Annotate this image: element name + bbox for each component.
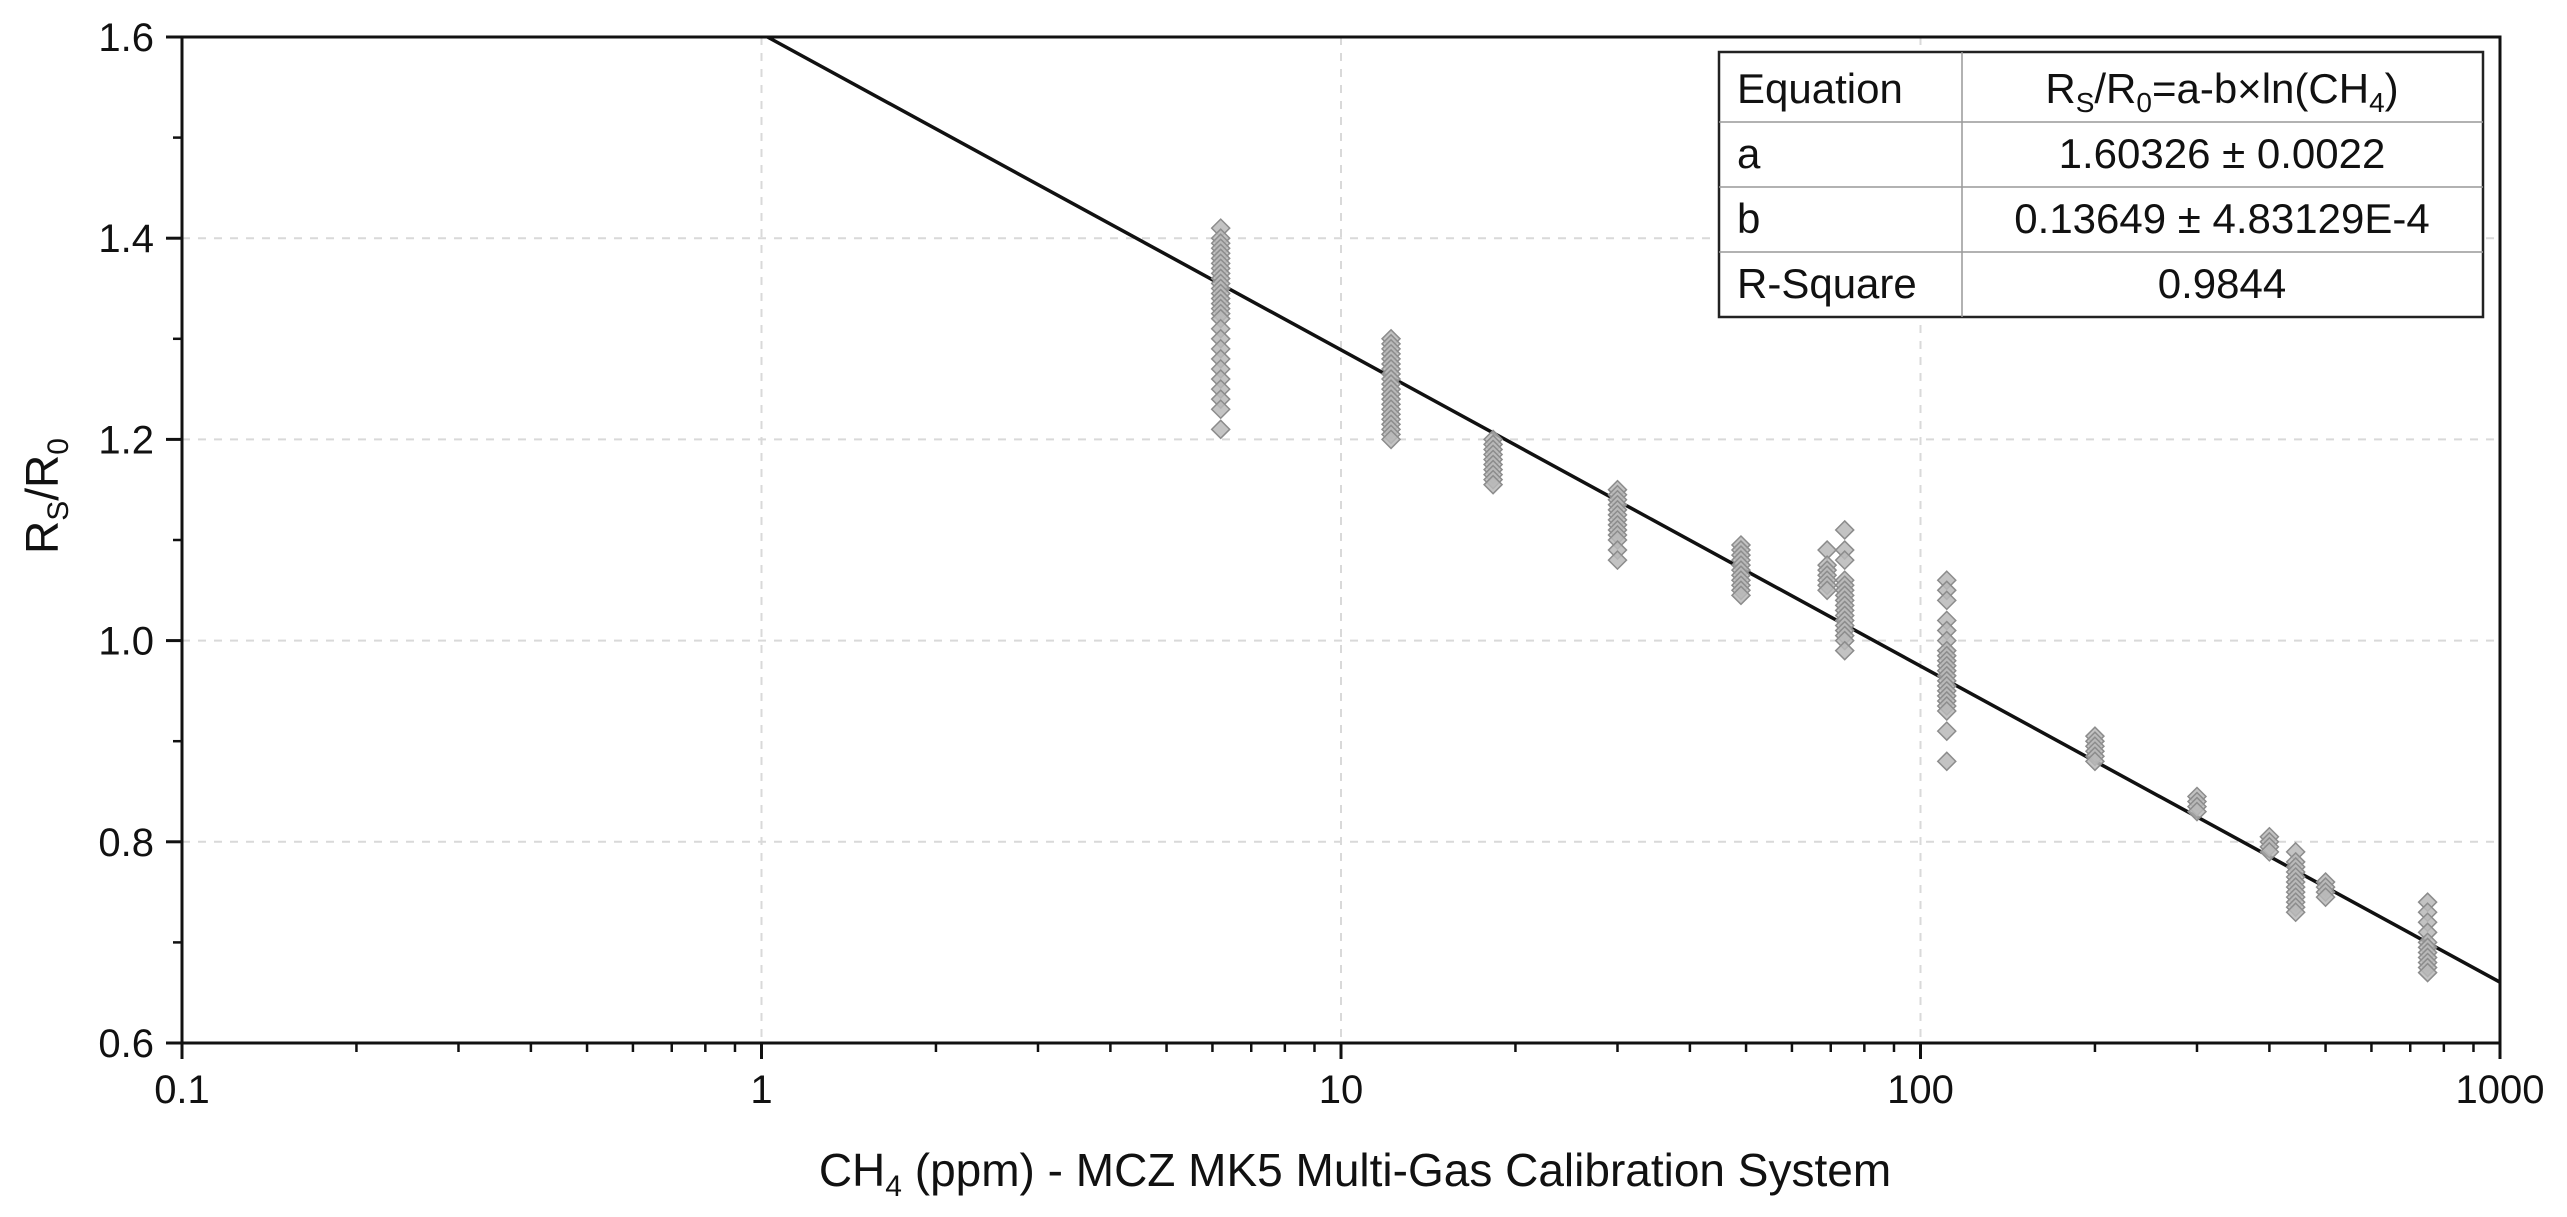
legend-param-name: R-Square — [1737, 260, 1917, 307]
y-axis-title: RS/R0 — [16, 438, 75, 554]
series-group — [2186, 786, 2208, 822]
data-point — [2315, 887, 2336, 908]
series-group — [1817, 539, 1838, 601]
fit-legend-table: Equation RS/R0=a-b×ln(CH4) a 1.60326 ± 0… — [1717, 50, 2485, 319]
x-tick-label: 10 — [1319, 1068, 1364, 1112]
data-point — [1210, 399, 1231, 420]
eq-sub-0: 0 — [2136, 87, 2152, 118]
data-point — [1834, 550, 1855, 571]
x-axis-title: CH4 (ppm) - MCZ MK5 Multi-Gas Calibratio… — [819, 1144, 1891, 1203]
eq-close: ) — [2385, 65, 2399, 112]
data-point — [2259, 841, 2280, 862]
data-point — [1834, 640, 1855, 661]
data-point — [1730, 585, 1752, 606]
data-point — [1936, 700, 1957, 722]
y-tick-label: 0.8 — [98, 821, 154, 865]
series-group — [2084, 726, 2106, 772]
y-title-r: R — [16, 521, 68, 554]
eq-sub-s: S — [2076, 87, 2095, 118]
eq-slash: /R — [2094, 65, 2136, 112]
series-group — [1483, 429, 1504, 495]
data-point — [1380, 429, 1402, 450]
y-tick-label: 0.6 — [98, 1022, 154, 1066]
series-group — [1936, 570, 1957, 772]
eq-sub-4: 4 — [2369, 87, 2385, 118]
y-tick-label: 1.0 — [98, 620, 154, 664]
x-tick-label: 100 — [1887, 1068, 1954, 1112]
legend-box — [1717, 50, 2485, 319]
data-point — [1210, 419, 1231, 440]
series-group — [2285, 841, 2306, 923]
x-tick-label: 1 — [750, 1068, 772, 1112]
data-point — [1936, 590, 1957, 611]
y-tick-label: 1.4 — [98, 217, 154, 261]
series-group — [1210, 218, 1231, 440]
series-group — [1380, 328, 1402, 450]
data-point — [1834, 519, 1855, 541]
data-point — [2084, 751, 2106, 772]
legend-param-value: 0.9844 — [2158, 260, 2286, 307]
data-point — [1936, 751, 1957, 772]
y-tick-label: 1.2 — [98, 418, 154, 462]
x-title-sub: 4 — [885, 1170, 902, 1203]
series-group — [1607, 479, 1628, 571]
y-title-sub-s: S — [42, 501, 75, 521]
series-group — [2417, 892, 2438, 983]
data-point — [2417, 962, 2438, 983]
y-tick-label: 1.6 — [98, 16, 154, 60]
data-point — [1607, 550, 1628, 571]
legend-param-value: 0.13649 ± 4.83129E-4 — [2014, 195, 2429, 242]
data-point — [2186, 801, 2208, 822]
data-point — [1817, 580, 1838, 601]
data-point — [1936, 721, 1957, 742]
fit-line-layer — [766, 35, 2501, 984]
tick-layer: 0.1 1 10 100 1000 0.6 0.8 1.0 1.2 1.4 1.6 — [98, 16, 2544, 1112]
series-group — [2259, 826, 2280, 862]
series-group — [1834, 519, 1855, 661]
x-tick-label: 0.1 — [154, 1068, 210, 1112]
series-group — [1730, 534, 1752, 606]
data-point — [2285, 902, 2306, 923]
data-point — [1483, 474, 1504, 495]
marker-layer — [1210, 218, 2438, 983]
x-tick-label: 1000 — [2456, 1068, 2545, 1112]
x-title-rest: (ppm) - MCZ MK5 Multi-Gas Calibration Sy… — [902, 1144, 1891, 1196]
legend-equation: RS/R0=a-b×ln(CH4) — [2045, 65, 2398, 118]
legend-param-name: a — [1737, 130, 1761, 177]
eq-r: R — [2045, 65, 2075, 112]
legend-equation-label: Equation — [1737, 65, 1903, 112]
series-group — [2315, 871, 2336, 908]
eq-expr: =a-b×ln(CH — [2152, 65, 2369, 112]
fit-line — [766, 35, 2501, 984]
legend-param-value: 1.60326 ± 0.0022 — [2059, 130, 2386, 177]
x-title-main: CH — [819, 1144, 885, 1196]
y-title-slash: /R — [16, 455, 68, 501]
y-title-sub-0: 0 — [42, 438, 75, 455]
legend-param-name: b — [1737, 195, 1760, 242]
